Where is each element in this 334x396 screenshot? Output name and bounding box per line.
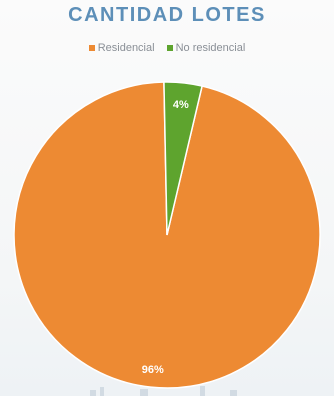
pie-slice-no-residencial — [163, 81, 203, 236]
legend-label-residencial: Residencial — [97, 42, 155, 54]
skyline-decoration — [90, 386, 237, 396]
chart-legend: Residencial No residencial — [0, 42, 334, 54]
legend-label-no-residencial: No residencial — [175, 42, 246, 54]
legend-item-no-residencial: No residencial — [166, 42, 246, 54]
legend-swatch-residencial — [88, 45, 95, 51]
pie-label-residencial: 96% — [142, 364, 164, 376]
legend-swatch-no-residencial — [166, 45, 173, 51]
pie-label-no-residencial: 4% — [173, 99, 189, 111]
legend-item-residencial: Residencial — [88, 42, 155, 54]
chart-title: CANTIDAD LOTES — [68, 4, 266, 26]
pie-slice-residencial — [13, 81, 321, 389]
